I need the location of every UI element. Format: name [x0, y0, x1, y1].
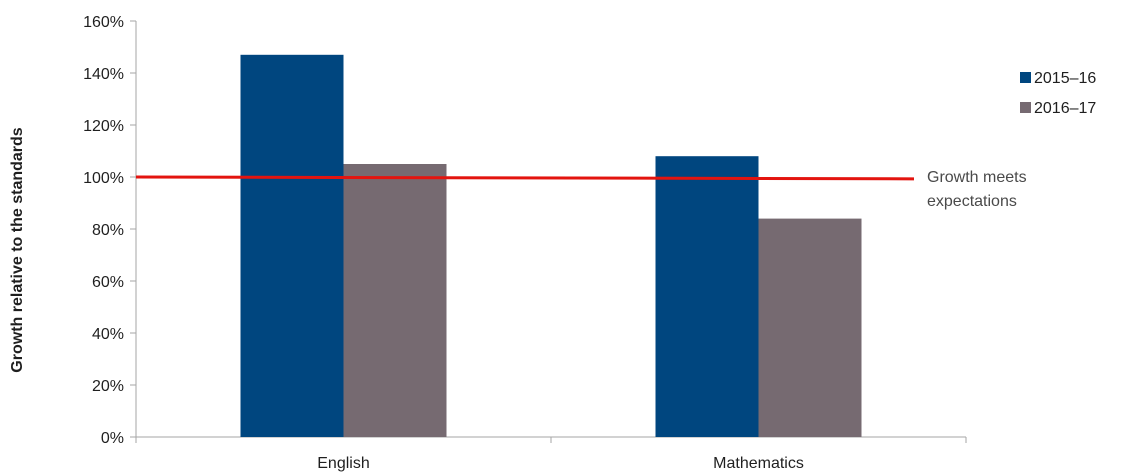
y-tick-label: 20%	[92, 378, 124, 395]
legend-swatch	[1020, 102, 1031, 113]
y-tick-label: 40%	[92, 326, 124, 343]
legend-label: 2015–16	[1034, 70, 1096, 87]
bars-group	[240, 54, 862, 438]
bar	[655, 156, 759, 437]
reference-line	[135, 175, 915, 181]
y-tick-label: 120%	[83, 118, 124, 135]
y-tick-label: 160%	[83, 14, 124, 31]
legend-swatch	[1020, 72, 1031, 83]
y-tick-label: 100%	[83, 170, 124, 187]
y-axis-title: Growth relative to the standards	[9, 127, 26, 372]
x-tick-label: English	[317, 455, 369, 472]
y-axis-title-group: Growth relative to the standards	[9, 127, 26, 372]
reference-line-label: Growth meets	[927, 169, 1027, 186]
y-tick-label: 80%	[92, 222, 124, 239]
legend-label: 2016–17	[1034, 100, 1096, 117]
reference-line-group: Growth meets expectations	[135, 169, 1027, 210]
x-tick-label: Mathematics	[713, 455, 804, 472]
legend: 2015–16 2016–17	[1020, 70, 1096, 117]
bar	[343, 164, 447, 437]
reference-line-label: expectations	[927, 193, 1017, 210]
bar	[758, 218, 862, 437]
y-tick-label: 140%	[83, 66, 124, 83]
y-axis: 0% 20% 40% 60% 80% 100% 120% 140% 160%	[83, 14, 137, 447]
y-tick-label: 60%	[92, 274, 124, 291]
bar	[240, 54, 344, 438]
y-tick-label: 0%	[101, 430, 124, 447]
x-axis: English Mathematics	[135, 436, 967, 472]
